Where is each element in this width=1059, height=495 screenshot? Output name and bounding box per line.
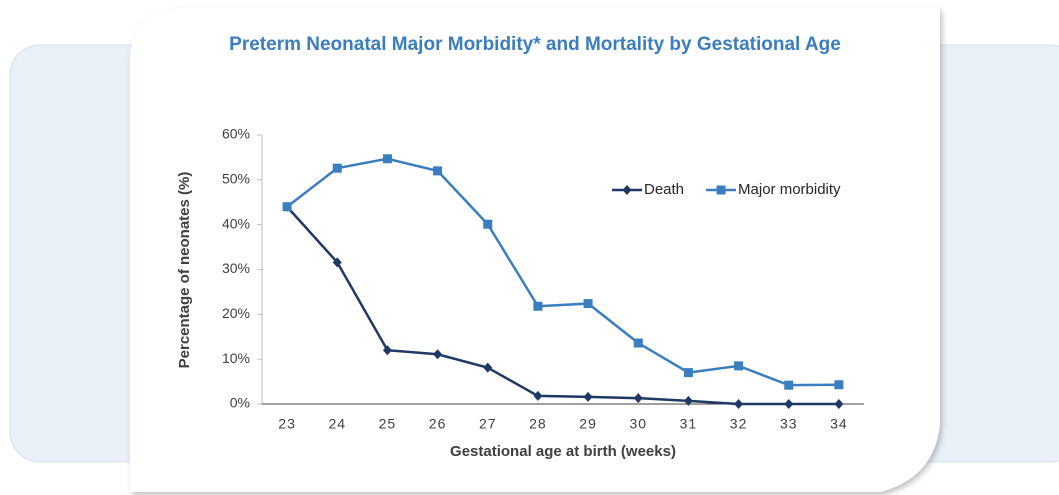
x-tick-label: 33 [780,416,798,432]
x-tick-label: 30 [629,416,647,432]
y-tick-label: 40% [222,215,250,231]
data-point [734,399,744,409]
x-axis-title: Gestational age at birth (weeks) [450,443,676,460]
data-point [633,393,643,404]
y-tick-label: 50% [222,171,250,187]
data-point [282,202,292,212]
data-point [784,380,794,390]
data-point [332,257,342,268]
data-point [683,368,693,378]
data-point [583,391,593,402]
y-tick-label: 10% [222,350,250,366]
x-tick-label: 32 [730,416,748,432]
data-point [834,399,844,409]
x-tick-label: 29 [579,416,597,432]
data-point [483,219,493,229]
data-point [533,390,543,401]
legend-label: Major morbidity [738,181,841,198]
legend-label: Death [644,181,684,198]
series-line [286,205,839,406]
legend-marker [622,185,632,195]
chart-card [130,8,940,492]
y-tick-label: 20% [222,305,250,321]
x-tick-label: 34 [830,416,848,432]
data-point [683,395,693,406]
data-point [533,301,543,311]
x-tick-label: 23 [278,416,296,432]
data-point [382,345,392,356]
y-tick-label: 0% [230,395,250,411]
data-point [734,361,744,371]
x-tick-label: 25 [379,416,397,432]
data-point [382,154,392,164]
series-line [286,157,839,387]
data-point [834,380,844,390]
x-tick-label: 26 [429,416,447,432]
x-tick-label: 31 [680,416,698,432]
legend-marker [716,185,726,195]
x-tick-label: 27 [479,416,497,432]
x-tick-label: 24 [328,416,346,432]
data-point [784,399,794,409]
y-axis-title: Percentage of neonates (%) [176,172,193,369]
y-tick-label: 30% [222,260,250,276]
data-point [433,349,443,360]
x-tick-label: 28 [529,416,547,432]
data-point [633,338,643,348]
chart-title: Preterm Neonatal Major Morbidity* and Mo… [229,34,841,55]
y-tick-label: 60% [222,126,250,142]
data-point [433,166,443,176]
data-point [583,299,593,309]
data-point [332,163,342,173]
data-point [483,362,493,373]
